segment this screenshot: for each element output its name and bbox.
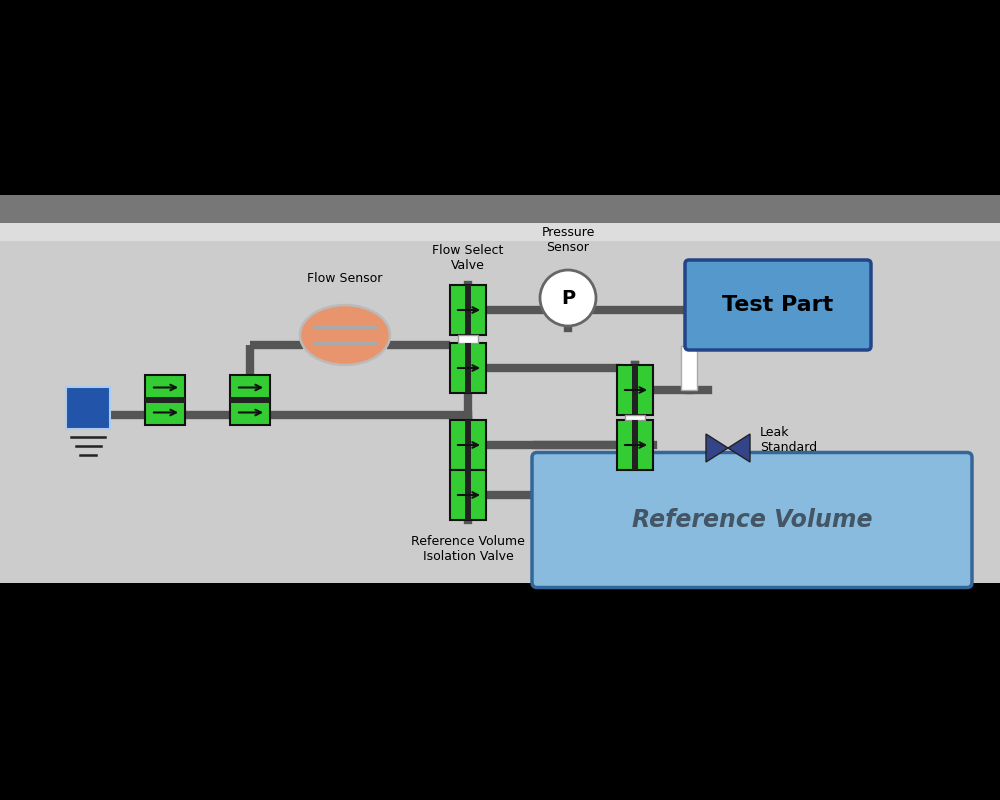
Bar bbox=[145, 397, 185, 403]
Text: Test Part: Test Part bbox=[722, 295, 834, 315]
Text: P: P bbox=[561, 289, 575, 307]
Bar bbox=[625, 415, 645, 420]
Bar bbox=[450, 285, 486, 335]
Ellipse shape bbox=[300, 305, 390, 365]
Bar bbox=[450, 343, 486, 393]
Bar bbox=[66, 387, 110, 429]
Bar bbox=[617, 365, 653, 415]
Text: Flow Select
Valve: Flow Select Valve bbox=[432, 244, 504, 272]
FancyBboxPatch shape bbox=[685, 260, 871, 350]
Bar bbox=[230, 375, 270, 425]
Text: Reference Volume: Reference Volume bbox=[632, 508, 872, 532]
Bar bbox=[465, 343, 471, 393]
Bar bbox=[230, 397, 270, 403]
Ellipse shape bbox=[540, 270, 596, 326]
Bar bbox=[465, 470, 471, 520]
Bar bbox=[0, 195, 1000, 223]
Bar bbox=[0, 223, 1000, 241]
Bar bbox=[0, 223, 1000, 583]
Text: Pressure
Sensor: Pressure Sensor bbox=[541, 226, 595, 254]
Bar bbox=[450, 470, 486, 520]
Text: Reference Volume
Isolation Valve: Reference Volume Isolation Valve bbox=[411, 535, 525, 563]
Bar bbox=[458, 335, 478, 343]
Text: Leak
Standard: Leak Standard bbox=[760, 426, 817, 454]
Bar bbox=[465, 420, 471, 470]
Polygon shape bbox=[706, 434, 728, 462]
FancyBboxPatch shape bbox=[532, 453, 972, 587]
Bar bbox=[681, 346, 697, 390]
Bar bbox=[632, 420, 638, 470]
Bar bbox=[632, 365, 638, 415]
Bar bbox=[145, 375, 185, 425]
Bar bbox=[617, 420, 653, 470]
Text: Flow Sensor: Flow Sensor bbox=[307, 272, 383, 285]
Bar bbox=[450, 420, 486, 470]
Polygon shape bbox=[728, 434, 750, 462]
Bar bbox=[465, 285, 471, 335]
